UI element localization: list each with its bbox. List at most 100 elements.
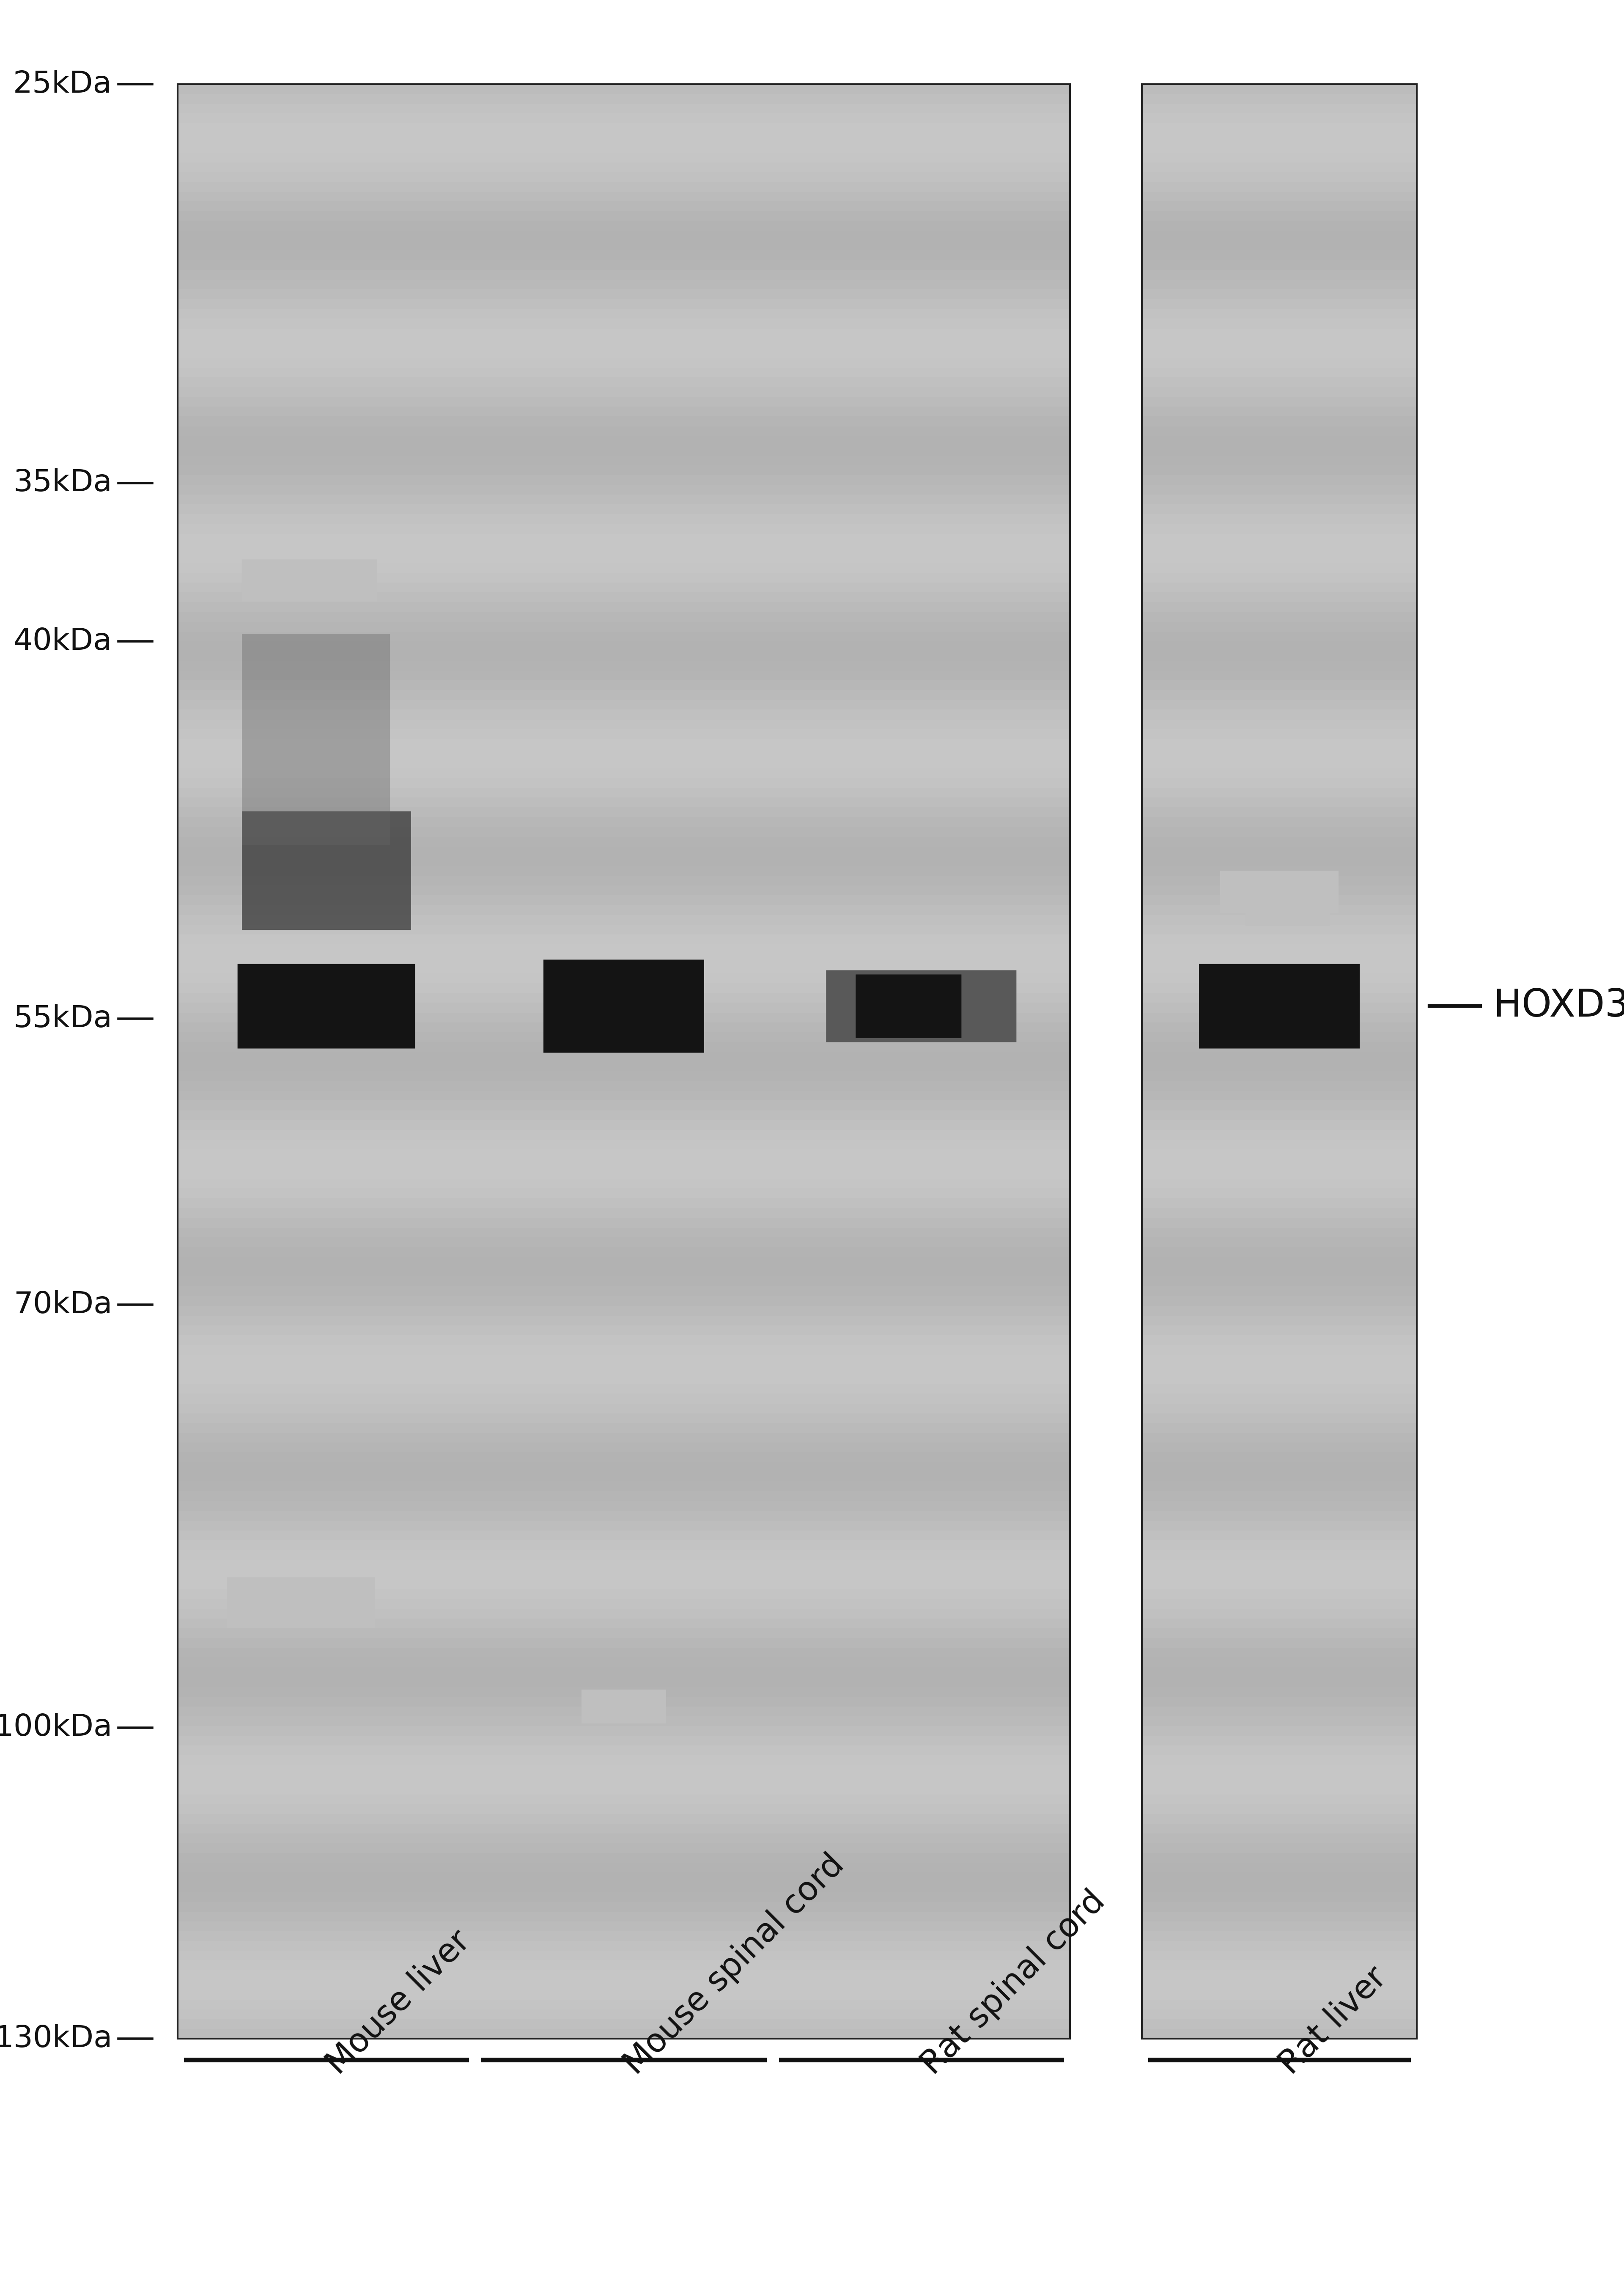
Bar: [177, 171, 1070, 183]
Bar: [177, 1268, 1070, 1277]
Bar: [1142, 916, 1416, 925]
Bar: [1142, 564, 1416, 573]
Bar: [177, 1131, 1070, 1140]
Bar: [1142, 856, 1416, 866]
Bar: [177, 943, 1070, 955]
Bar: [1142, 1101, 1416, 1110]
Bar: [177, 895, 1070, 904]
FancyBboxPatch shape: [1199, 964, 1359, 1048]
Bar: [177, 1208, 1070, 1217]
Bar: [177, 1286, 1070, 1295]
Bar: [1142, 1823, 1416, 1834]
Bar: [1142, 1873, 1416, 1882]
Bar: [177, 455, 1070, 466]
Bar: [177, 251, 1070, 260]
Bar: [1142, 1188, 1416, 1199]
Bar: [1142, 2019, 1416, 2028]
Bar: [177, 1169, 1070, 1179]
Bar: [1142, 1325, 1416, 1336]
FancyBboxPatch shape: [544, 959, 705, 1053]
Bar: [177, 651, 1070, 660]
Bar: [177, 1688, 1070, 1697]
Bar: [1142, 1638, 1416, 1647]
Bar: [1142, 1306, 1416, 1316]
Bar: [177, 132, 1070, 144]
Bar: [177, 201, 1070, 210]
Bar: [242, 635, 390, 845]
Bar: [177, 1766, 1070, 1775]
Text: 40kDa: 40kDa: [13, 626, 112, 656]
Bar: [177, 329, 1070, 338]
Text: 55kDa: 55kDa: [13, 1005, 112, 1032]
Bar: [1142, 1336, 1416, 1345]
Bar: [177, 1160, 1070, 1169]
Bar: [1142, 1453, 1416, 1462]
Bar: [177, 347, 1070, 359]
FancyBboxPatch shape: [581, 1690, 666, 1724]
Bar: [1142, 338, 1416, 347]
Text: Mouse liver: Mouse liver: [320, 1925, 476, 2081]
Bar: [177, 1599, 1070, 1608]
Bar: [177, 1140, 1070, 1149]
Bar: [1142, 153, 1416, 162]
Bar: [1142, 1119, 1416, 1131]
Bar: [177, 1784, 1070, 1795]
Bar: [1142, 847, 1416, 856]
Bar: [177, 368, 1070, 377]
Bar: [177, 299, 1070, 308]
Bar: [177, 681, 1070, 690]
Bar: [1142, 767, 1416, 779]
Bar: [177, 183, 1070, 192]
Bar: [1142, 1706, 1416, 1715]
Bar: [1142, 132, 1416, 144]
Bar: [1142, 475, 1416, 484]
Bar: [1142, 445, 1416, 455]
Bar: [177, 1706, 1070, 1715]
Bar: [1142, 290, 1416, 299]
Bar: [1142, 612, 1416, 621]
Bar: [1142, 1160, 1416, 1169]
Bar: [1142, 1715, 1416, 1727]
Bar: [1142, 1891, 1416, 1903]
Bar: [177, 427, 1070, 436]
Bar: [1142, 320, 1416, 329]
Bar: [177, 1921, 1070, 1932]
Bar: [177, 797, 1070, 806]
Bar: [177, 1453, 1070, 1462]
Bar: [1142, 1560, 1416, 1569]
Bar: [177, 359, 1070, 368]
Text: Rat liver: Rat liver: [1273, 1962, 1393, 2081]
Bar: [1142, 505, 1416, 514]
Bar: [1142, 427, 1416, 436]
Bar: [177, 2019, 1070, 2028]
Bar: [1142, 651, 1416, 660]
Bar: [177, 1804, 1070, 1813]
Bar: [177, 671, 1070, 681]
Bar: [1142, 642, 1416, 651]
FancyBboxPatch shape: [237, 964, 416, 1048]
Bar: [1142, 1375, 1416, 1384]
Bar: [177, 162, 1070, 171]
Bar: [177, 397, 1070, 407]
Bar: [1142, 455, 1416, 466]
Bar: [1142, 386, 1416, 397]
Bar: [177, 973, 1070, 982]
Bar: [1142, 1217, 1416, 1227]
Text: Mouse spinal cord: Mouse spinal cord: [619, 1848, 851, 2081]
Bar: [177, 1697, 1070, 1706]
Bar: [177, 806, 1070, 818]
Bar: [1142, 329, 1416, 338]
Bar: [177, 982, 1070, 994]
Bar: [1142, 1745, 1416, 1754]
Bar: [177, 114, 1070, 123]
Bar: [177, 1345, 1070, 1354]
Bar: [177, 1512, 1070, 1521]
Bar: [177, 1336, 1070, 1345]
Bar: [177, 1080, 1070, 1092]
Bar: [1142, 103, 1416, 114]
Bar: [1142, 621, 1416, 630]
Bar: [177, 1491, 1070, 1501]
Bar: [177, 1521, 1070, 1530]
Bar: [1142, 210, 1416, 222]
Bar: [1142, 1903, 1416, 1912]
